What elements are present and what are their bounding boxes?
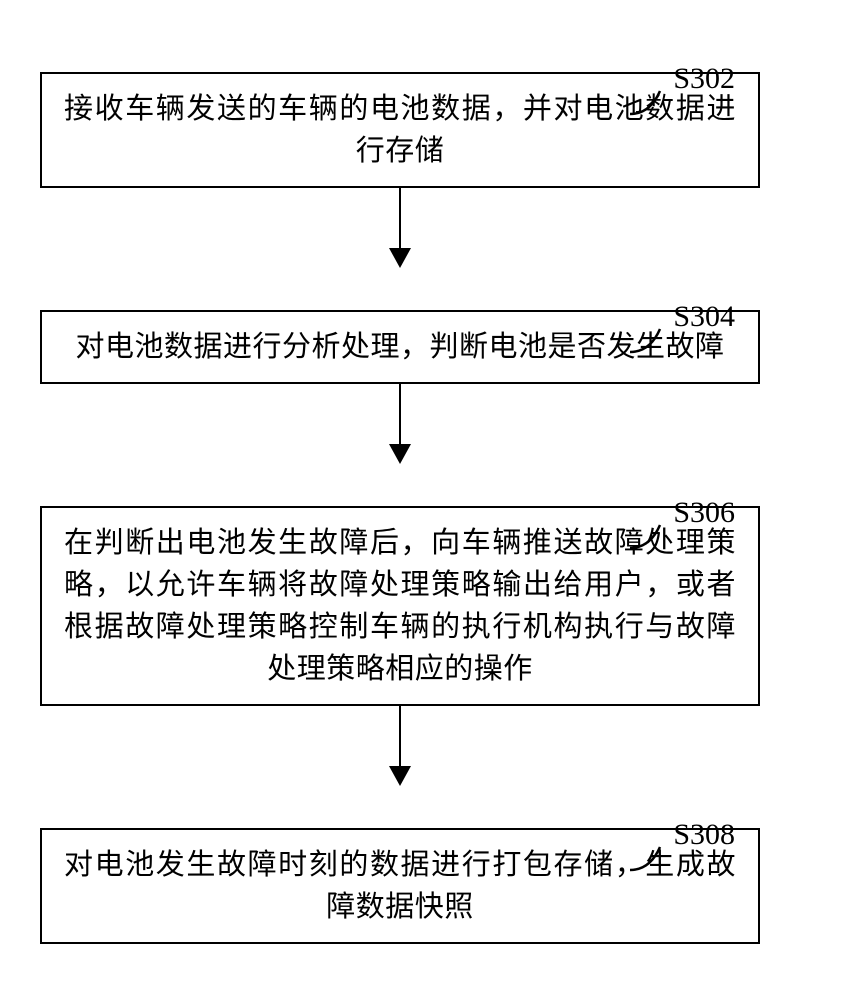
step-label: S304	[673, 300, 735, 334]
flow-step-s308: S308 对电池发生故障时刻的数据进行打包存储，生成故障数据快照	[40, 828, 825, 944]
step-text: 在判断出电池发生故障后，向车辆推送故障处理策略，以允许车辆将故障处理策略输出给用…	[64, 527, 736, 685]
label-connector-curve	[630, 324, 670, 354]
step-label: S306	[673, 496, 735, 530]
flowchart: S302 接收车辆发送的车辆的电池数据，并对电池数据进行存储 S304 对电池数…	[40, 30, 825, 944]
label-connector-curve	[630, 842, 670, 872]
flow-step-s304: S304 对电池数据进行分析处理，判断电池是否发生故障	[40, 310, 825, 384]
flow-arrow	[40, 384, 760, 464]
label-connector-curve	[630, 86, 670, 116]
flow-step-s306: S306 在判断出电池发生故障后，向车辆推送故障处理策略，以允许车辆将故障处理策…	[40, 506, 825, 706]
flow-arrow	[40, 188, 760, 268]
step-label: S302	[673, 62, 735, 96]
flow-step-s302: S302 接收车辆发送的车辆的电池数据，并对电池数据进行存储	[40, 72, 825, 188]
step-text: 对电池数据进行分析处理，判断电池是否发生故障	[75, 331, 724, 363]
flow-arrow	[40, 706, 760, 786]
label-connector-curve	[630, 520, 670, 550]
step-label: S308	[673, 818, 735, 852]
